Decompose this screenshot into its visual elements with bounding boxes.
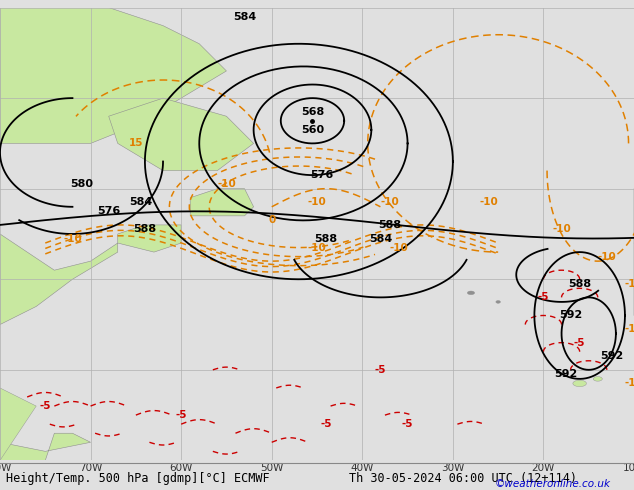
Text: ©weatheronline.co.uk: ©weatheronline.co.uk [495,479,611,489]
Text: 588: 588 [133,224,157,234]
Text: 588: 588 [568,279,592,289]
Text: -10: -10 [624,378,634,389]
Text: -5: -5 [320,419,332,429]
Text: 10W: 10W [623,463,634,473]
Text: 580: 580 [70,179,93,189]
Text: 592: 592 [559,311,582,320]
Text: 60W: 60W [169,463,193,473]
Text: -10: -10 [597,252,616,262]
Polygon shape [190,189,254,216]
Text: 592: 592 [600,351,623,361]
Text: 70W: 70W [79,463,102,473]
Text: 576: 576 [310,170,333,180]
Text: 15: 15 [129,138,143,148]
Text: -5: -5 [375,365,386,375]
Polygon shape [118,225,181,252]
Ellipse shape [82,469,100,479]
Text: 588: 588 [314,234,338,244]
Text: 584: 584 [233,12,256,22]
Text: -5: -5 [538,293,549,302]
Text: 560: 560 [301,125,324,135]
Text: 584: 584 [369,234,392,244]
Ellipse shape [496,300,500,303]
Text: -10: -10 [624,279,634,289]
Text: 80W: 80W [0,463,11,473]
Ellipse shape [41,463,68,476]
Text: 584: 584 [129,197,152,207]
Polygon shape [0,7,226,144]
Text: 40W: 40W [351,463,374,473]
Polygon shape [0,433,91,461]
Polygon shape [0,234,118,324]
Ellipse shape [573,380,586,387]
Text: 568: 568 [301,107,324,117]
Text: 30W: 30W [441,463,465,473]
Text: Th 30-05-2024 06:00 UTC (12+114): Th 30-05-2024 06:00 UTC (12+114) [349,472,577,485]
Text: -10: -10 [307,243,327,252]
Polygon shape [108,98,254,171]
Ellipse shape [593,377,602,381]
Text: -5: -5 [402,419,413,429]
Text: 576: 576 [97,206,120,216]
Text: -5: -5 [39,401,51,411]
Text: -10: -10 [552,224,571,234]
Text: -10: -10 [389,243,408,252]
Text: 0: 0 [268,216,275,225]
Text: 50W: 50W [260,463,283,473]
Text: -10: -10 [63,234,82,244]
Text: -5: -5 [176,410,187,420]
Text: -10: -10 [624,324,634,334]
Ellipse shape [467,291,475,294]
Text: -5: -5 [574,338,585,348]
Text: -10: -10 [480,197,498,207]
Text: -10: -10 [380,197,399,207]
Ellipse shape [150,476,158,481]
Polygon shape [0,388,36,461]
Text: 20W: 20W [532,463,555,473]
Text: -10: -10 [307,197,327,207]
Text: 592: 592 [555,369,578,379]
Text: -10: -10 [217,179,236,189]
Text: Height/Temp. 500 hPa [gdmp][°C] ECMWF: Height/Temp. 500 hPa [gdmp][°C] ECMWF [6,472,270,485]
Text: 588: 588 [378,220,401,230]
